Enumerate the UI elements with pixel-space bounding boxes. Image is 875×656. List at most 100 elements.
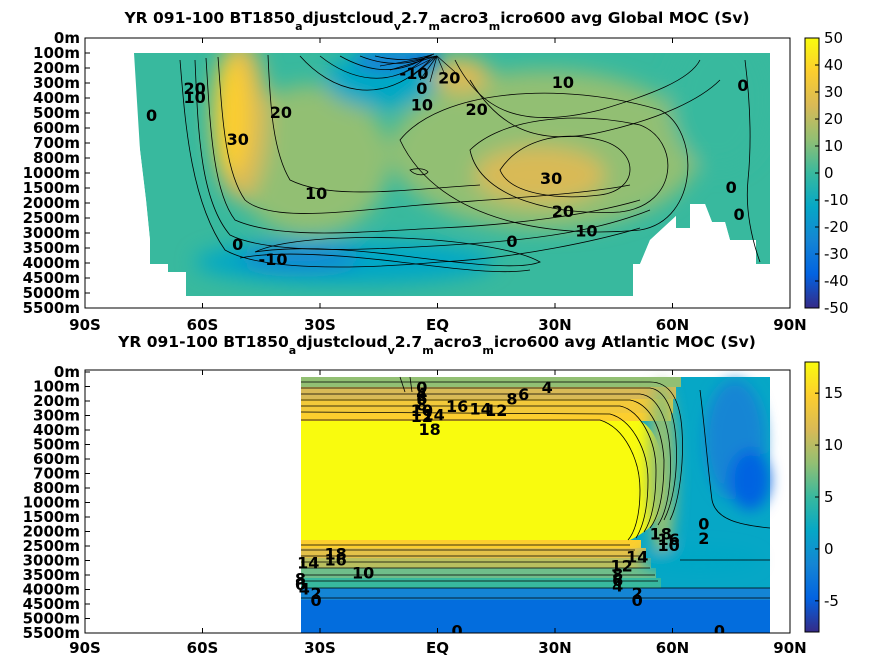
y-tick-label: 3000m [23,224,80,242]
contour-label: 14 [297,553,319,572]
y-tick-label: 2500m [23,537,80,555]
contour-label: 16 [657,530,679,549]
contour-label: -10 [259,250,288,269]
global-moc-title: YR 091-100 BT1850adjustcloudv2.7macro3mi… [123,9,749,33]
y-tick-label: 600m [33,450,80,468]
y-tick-label: 3500m [23,239,80,257]
contour-label: 18 [325,545,347,564]
y-tick-label: 200m [33,59,80,77]
contour-label: 0 [632,591,643,610]
contour-label: 4 [542,378,553,397]
title-part: v [394,20,402,33]
colorbar-tick-label: 0 [824,540,834,558]
global-moc-panel: YR 091-100 BT1850adjustcloudv2.7macro3mi… [23,9,849,334]
colorbar-tick-label: -10 [824,191,849,209]
y-tick-label: 700m [33,465,80,483]
contour-label: 10 [657,536,679,555]
colorbar-tick-label: 40 [824,56,843,74]
contour-label: 20 [466,100,488,119]
contour-label: 10 [575,222,597,241]
colorbar-tick-label: 10 [824,436,843,454]
y-tick-label: 4000m [23,254,80,272]
y-tick-label: 500m [33,104,80,122]
colorbar-tick-label: -5 [824,592,839,610]
colorbar-tick-label: -50 [824,299,849,317]
contour-label: 0 [232,235,243,254]
contour-label: 18 [650,524,672,543]
atlantic-moc-colorbar-ticks: 15 10 5 0 -5 [815,384,843,610]
title-part: 2.7 [395,333,422,351]
y-tick-label: 500m [33,436,80,454]
contour-label: 10 [184,88,206,107]
contour-label: 14 [469,400,491,419]
y-tick-label: 5000m [23,610,80,628]
y-tick-label: 2000m [23,523,80,541]
contour-label: 10 [305,184,327,203]
global-moc-colorbar-ticks: 50 40 30 20 10 0 -10 -20 -30 -40 -50 [815,29,849,317]
colorbar-tick-label: -40 [824,272,849,290]
x-tick-label: 30S [304,316,336,334]
title-part: a [295,20,302,33]
y-tick-label: 800m [33,479,80,497]
contour-label: 6 [295,575,306,594]
y-tick-label: 600m [33,119,80,137]
y-tick-label: 5500m [23,624,80,642]
title-part: icro600 avg Global MOC (Sv) [500,9,749,27]
contour-label: 4 [612,577,623,596]
contour-label: 16 [325,551,347,570]
contour-label: 0 [452,622,463,641]
contour-label: 10 [552,73,574,92]
contour-label: 4 [299,580,310,599]
title-part: m [482,344,493,357]
y-tick-label: 2000m [23,194,80,212]
title-part: djustcloud [303,9,394,27]
contour-label: 14 [626,548,648,567]
title-part: acro3 [440,9,489,27]
y-tick-label: 400m [33,89,80,107]
contour-label: 30 [540,169,562,188]
y-tick-label: 5500m [23,299,80,317]
x-tick-label: 60S [187,639,219,656]
contour-label: 2 [698,529,709,548]
contour-label: 8 [416,395,427,414]
title-part: m [422,344,433,357]
colorbar-tick-label: -30 [824,245,849,263]
title-part: djustcloud [296,333,387,351]
colorbar-tick-label: 30 [824,83,843,101]
contour-label: 4 [416,384,427,403]
x-tick-label: EQ [426,639,449,656]
contour-label: 18 [419,420,441,439]
contour-label: 0 [146,106,157,125]
contour-label: 14 [422,406,444,425]
contour-label: 6 [416,390,427,409]
y-tick-label: 200m [33,392,80,410]
contour-label: 20 [438,69,460,88]
contour-label: 8 [295,569,306,588]
x-tick-label: 60N [656,316,689,334]
x-tick-label: 90S [69,639,101,656]
y-tick-label: 300m [33,407,80,425]
x-tick-label: 90N [773,316,806,334]
y-tick-label: 5000m [23,284,80,302]
y-tick-label: 3500m [23,566,80,584]
colorbar-tick-label: 5 [824,488,834,506]
contour-label: 0 [714,622,725,641]
y-tick-label: 400m [33,421,80,439]
contour-label: 0 [416,378,427,397]
global-moc-x-axis: 90S 60S 30S EQ 30N 60N 90N [69,38,807,334]
atlantic-moc-contours [300,376,771,599]
global-moc-y-axis: 0m100m200m300m400m500m600m700m800m1000m1… [23,29,90,317]
y-tick-label: 0m [54,29,80,47]
x-tick-label: 30S [304,639,336,656]
y-tick-label: 100m [33,378,80,396]
y-tick-label: 3000m [23,552,80,570]
atlantic-moc-panel: YR 091-100 BT1850adjustcloudv2.7macro3mi… [23,333,843,656]
contour-label: 0 [698,514,709,533]
y-tick-label: 4500m [23,595,80,613]
x-tick-label: 90S [69,316,101,334]
